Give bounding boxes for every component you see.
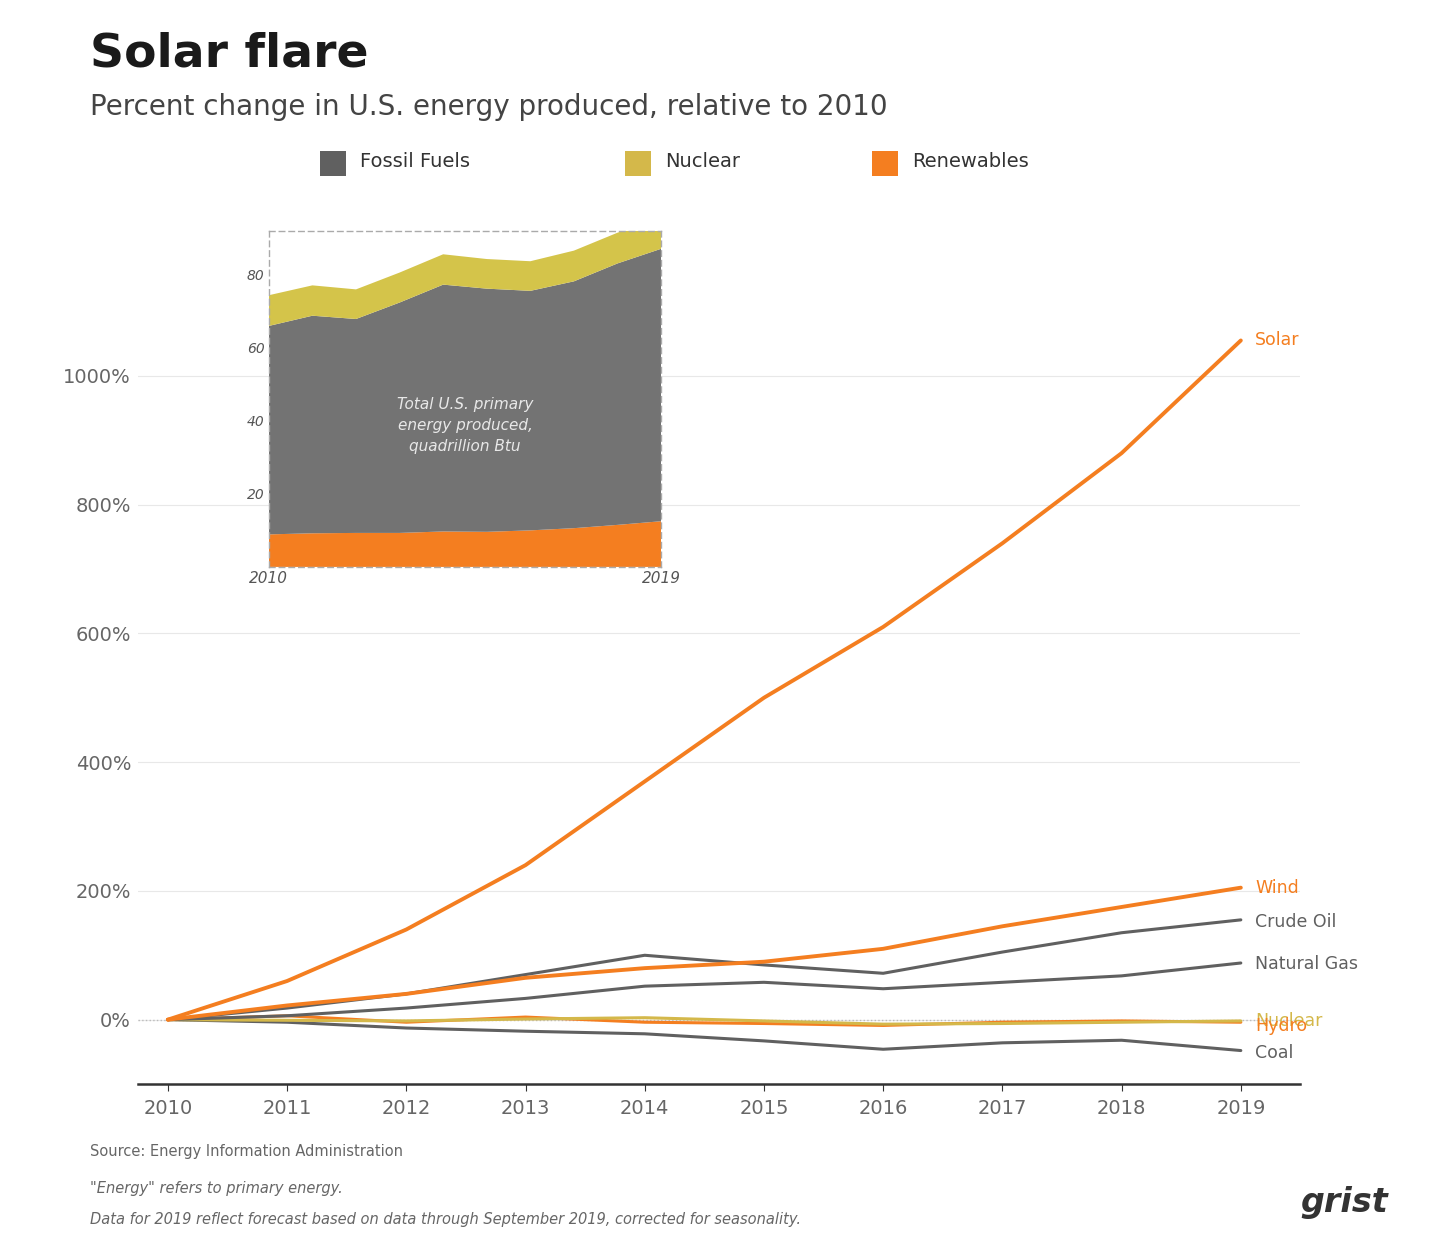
Text: Fossil Fuels: Fossil Fuels [360,152,471,172]
Text: "Energy" refers to primary energy.: "Energy" refers to primary energy. [90,1181,343,1196]
Text: Renewables: Renewables [912,152,1029,172]
Text: grist: grist [1300,1186,1388,1219]
Text: Solar flare: Solar flare [90,31,369,76]
Text: Percent change in U.S. energy produced, relative to 2010: Percent change in U.S. energy produced, … [90,93,888,121]
Text: Wind: Wind [1255,878,1299,897]
Text: Hydro: Hydro [1255,1017,1308,1035]
Text: Total U.S. primary
energy produced,
quadrillion Btu: Total U.S. primary energy produced, quad… [397,397,533,454]
Text: Coal: Coal [1255,1044,1293,1062]
Text: Data for 2019 reflect forecast based on data through September 2019, corrected f: Data for 2019 reflect forecast based on … [90,1212,801,1227]
Text: Nuclear: Nuclear [1255,1012,1322,1030]
Text: Natural Gas: Natural Gas [1255,956,1359,973]
Text: Source: Energy Information Administration: Source: Energy Information Administratio… [90,1144,402,1159]
Text: Solar: Solar [1255,331,1299,349]
Text: Nuclear: Nuclear [665,152,741,172]
Text: Crude Oil: Crude Oil [1255,913,1337,931]
